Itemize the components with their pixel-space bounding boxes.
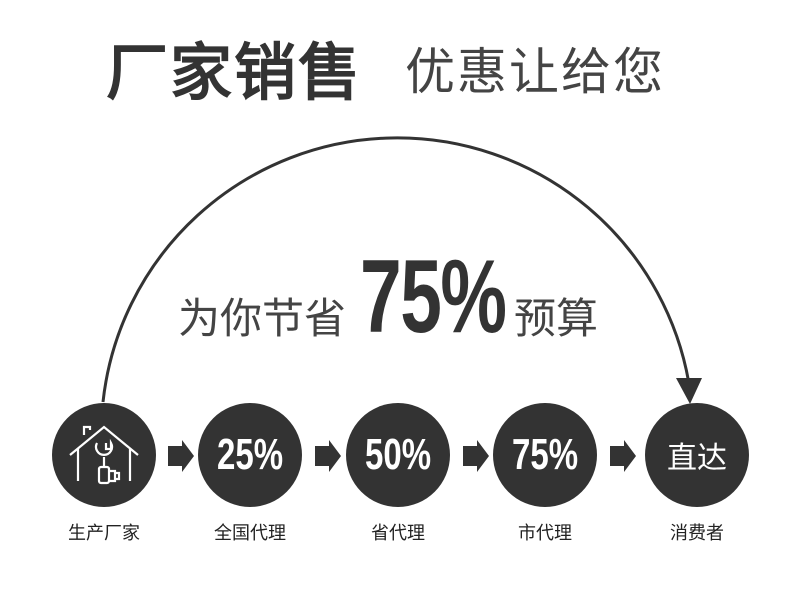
arrow-right-icon <box>168 440 194 472</box>
step-manufacturer <box>52 403 156 507</box>
title-bold: 厂家销售 <box>106 36 363 109</box>
arrow-right-icon <box>315 440 341 472</box>
step-national-agent: 25% <box>198 403 302 507</box>
step-label: 省代理 <box>371 523 425 544</box>
arrow-right-icon <box>463 440 489 472</box>
title-light: 优惠让给您 <box>405 43 665 101</box>
step-label: 市代理 <box>518 523 572 544</box>
step-consumer: 直达 <box>645 403 749 507</box>
step-value: 50% <box>364 430 432 479</box>
step-city-agent: 75% <box>493 403 597 507</box>
arc-arrowhead-icon <box>676 378 702 404</box>
house-wrench-icon <box>69 425 139 485</box>
arrow-right-icon <box>610 440 636 472</box>
step-value: 25% <box>216 430 284 479</box>
arc-line <box>101 136 692 403</box>
savings-suffix: 预算 <box>514 294 599 343</box>
savings-percent: 75% <box>360 239 507 355</box>
step-province-agent: 50% <box>346 403 450 507</box>
savings-prefix: 为你节省 <box>178 294 347 343</box>
step-label: 消费者 <box>670 523 724 544</box>
step-label: 生产厂家 <box>68 523 140 544</box>
step-arrows <box>168 440 636 472</box>
step-value: 75% <box>511 430 579 479</box>
step-value: 直达 <box>667 441 727 476</box>
step-label: 全国代理 <box>214 523 286 544</box>
